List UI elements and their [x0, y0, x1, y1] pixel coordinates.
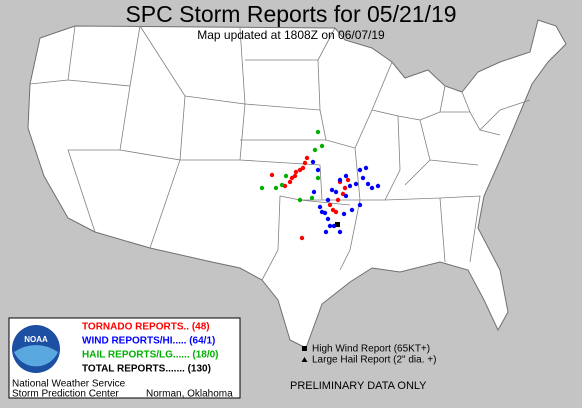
report-dot — [269, 172, 275, 178]
report-dot — [327, 223, 333, 229]
report-dot — [259, 185, 265, 191]
report-dot — [327, 202, 333, 208]
report-dot — [315, 129, 321, 135]
key-square — [302, 346, 307, 351]
report-dot — [357, 202, 363, 208]
title: SPC Storm Reports for 05/21/19 — [125, 1, 456, 27]
report-dot — [369, 185, 375, 191]
report-dot — [343, 173, 349, 179]
report-dot — [337, 229, 343, 235]
report-dot — [309, 195, 315, 201]
noaa-logo-wave — [14, 345, 58, 367]
report-dots — [259, 129, 381, 241]
report-dot — [312, 147, 318, 153]
location: Norman, Oklahoma — [146, 389, 233, 400]
footer: PRELIMINARY DATA ONLY — [290, 380, 427, 392]
state-lines — [29, 25, 531, 281]
subtitle: Map updated at 1808Z on 06/07/19 — [197, 28, 385, 42]
report-dot — [333, 189, 339, 195]
report-dot — [333, 209, 339, 215]
report-dot — [329, 187, 335, 193]
report-dot — [363, 165, 369, 171]
report-dot — [375, 183, 381, 189]
report-dot — [317, 204, 323, 210]
report-dot — [297, 167, 303, 173]
report-dot — [302, 160, 308, 166]
report-dot — [347, 183, 353, 189]
noaa-logo-text: NOAA — [24, 335, 48, 344]
report-dot — [323, 229, 329, 235]
key-label: High Wind Report (65KT+) — [312, 344, 430, 355]
report-dot — [357, 167, 363, 173]
report-dot — [315, 175, 321, 181]
report-dot — [341, 211, 347, 217]
report-dot — [297, 197, 303, 203]
report-dot — [365, 181, 371, 187]
report-dot — [337, 177, 343, 183]
report-dot — [345, 177, 351, 183]
legend: TORNADO REPORTS.. (48) WIND REPORTS/HI...… — [82, 322, 219, 375]
report-dot — [319, 143, 325, 149]
report-dot — [360, 175, 366, 181]
report-dot — [353, 181, 359, 187]
high-wind-marker — [335, 222, 340, 227]
report-dot — [304, 155, 310, 161]
report-dot — [315, 167, 321, 173]
legend-entry: TORNADO REPORTS.. (48) — [82, 322, 210, 333]
report-dot — [292, 173, 298, 179]
report-dot — [342, 185, 348, 191]
key-triangle — [301, 357, 308, 362]
legend-entry: TOTAL REPORTS....... (130) — [82, 364, 211, 375]
report-dot — [325, 197, 331, 203]
report-dot — [311, 189, 317, 195]
report-dot — [325, 216, 331, 222]
report-dot — [335, 197, 341, 203]
report-dot — [343, 193, 349, 199]
report-dot — [310, 159, 316, 165]
legend-entry: WIND REPORTS/HI..... (64/1) — [82, 336, 215, 347]
report-dot — [273, 185, 279, 191]
legend-entry: HAIL REPORTS/LG...... (18/0) — [82, 350, 219, 361]
office: National Weather Service — [12, 379, 126, 390]
office: Storm Prediction Center — [12, 389, 119, 400]
report-dot — [279, 182, 285, 188]
report-dot — [319, 209, 325, 215]
report-dot — [349, 207, 355, 213]
report-dot — [293, 169, 299, 175]
report-dot — [283, 173, 289, 179]
report-dot — [299, 235, 305, 241]
key-label: Large Hail Report (2" dia. +) — [312, 355, 436, 366]
us-outline — [27, 19, 567, 349]
report-dot — [287, 179, 293, 185]
